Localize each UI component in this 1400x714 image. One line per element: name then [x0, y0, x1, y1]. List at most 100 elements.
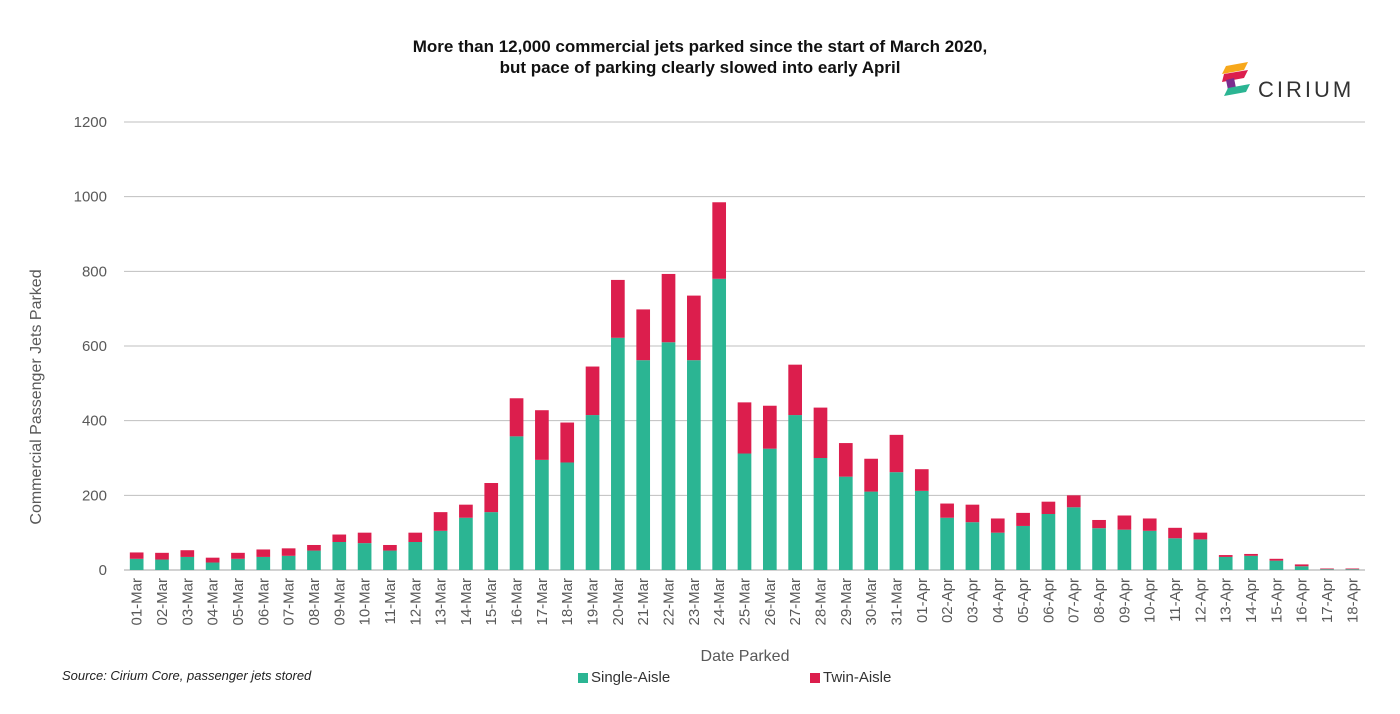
x-tick-label: 03-Mar	[179, 578, 196, 626]
y-tick-label: 600	[82, 338, 107, 355]
bar-twin-aisle	[889, 434, 904, 473]
y-axis-label: Commercial Passenger Jets Parked	[28, 269, 45, 524]
bar-twin-aisle	[1345, 568, 1360, 570]
x-tick-label: 10-Mar	[357, 578, 374, 626]
bar-twin-aisle	[1168, 527, 1182, 539]
bar-single-aisle	[433, 530, 448, 570]
bar-single-aisle	[560, 462, 575, 570]
bar-twin-aisle	[914, 469, 929, 491]
bar-twin-aisle	[990, 518, 1005, 533]
bar-twin-aisle	[307, 544, 321, 551]
x-axis-label: Date Parked	[701, 648, 790, 665]
bar-twin-aisle	[1193, 532, 1208, 540]
x-tick-label: 07-Apr	[1066, 578, 1083, 623]
bar-single-aisle	[788, 415, 802, 570]
x-tick-label: 02-Mar	[154, 578, 171, 626]
bar-twin-aisle	[1142, 518, 1157, 531]
bar-single-aisle	[1092, 528, 1106, 570]
bar-twin-aisle	[129, 552, 144, 559]
bar-single-aisle	[990, 532, 1005, 570]
y-tick-label: 200	[82, 487, 107, 504]
bar-twin-aisle	[1320, 568, 1334, 570]
x-tick-label: 27-Mar	[787, 578, 804, 626]
legend-label-single-aisle: Single-Aisle	[591, 669, 671, 686]
bar-single-aisle	[408, 542, 423, 570]
bar-single-aisle	[864, 491, 878, 570]
x-tick-label: 01-Apr	[914, 578, 931, 623]
bar-twin-aisle	[155, 552, 169, 560]
bar-twin-aisle	[1269, 558, 1284, 561]
legend-item-single-aisle: Single-Aisle	[578, 669, 670, 686]
bar-single-aisle	[1218, 556, 1233, 570]
bar-single-aisle	[1142, 530, 1157, 570]
legend-swatch-single-aisle	[578, 672, 588, 683]
bar-twin-aisle	[256, 549, 271, 557]
x-tick-label: 11-Apr	[1167, 578, 1184, 622]
y-tick-label: 400	[82, 413, 107, 430]
bar-single-aisle	[281, 555, 296, 570]
x-tick-label: 09-Mar	[331, 578, 348, 626]
bar-twin-aisle	[408, 532, 423, 542]
bar-single-aisle	[357, 543, 372, 570]
cirium-logo: CIRIUM	[1222, 62, 1367, 106]
cirium-logo-icon	[1222, 62, 1250, 96]
x-tick-label: 08-Apr	[1091, 578, 1108, 623]
bar-twin-aisle	[459, 504, 473, 518]
bar-single-aisle	[307, 550, 321, 570]
x-tick-label: 25-Mar	[737, 578, 754, 626]
x-tick-label: 24-Mar	[711, 578, 728, 626]
bar-single-aisle	[762, 448, 777, 570]
bar-twin-aisle	[737, 402, 752, 454]
bar-single-aisle	[205, 562, 220, 570]
bar-single-aisle	[737, 453, 752, 570]
bar-single-aisle	[535, 459, 549, 570]
bar-single-aisle	[712, 278, 727, 570]
bar-single-aisle	[1294, 566, 1309, 570]
chart-title-line-1: More than 12,000 commercial jets parked …	[412, 37, 988, 56]
bar-twin-aisle	[712, 202, 727, 279]
bar-twin-aisle	[560, 422, 575, 463]
x-tick-label: 13-Mar	[433, 578, 450, 626]
bar-single-aisle	[1016, 525, 1030, 570]
bar-twin-aisle	[484, 483, 499, 513]
x-tick-label: 13-Apr	[1218, 578, 1235, 623]
y-tick-label: 0	[99, 562, 107, 579]
bar-twin-aisle	[636, 309, 651, 361]
x-tick-label: 17-Mar	[534, 578, 551, 626]
x-tick-label: 04-Apr	[990, 578, 1007, 623]
bar-twin-aisle	[281, 548, 296, 556]
bar-twin-aisle	[1244, 553, 1258, 556]
chart-title-line-2: but pace of parking clearly slowed into …	[499, 58, 901, 77]
x-tick-label: 03-Apr	[964, 578, 981, 623]
legend: Single-Aisle Twin-Aisle	[0, 669, 1400, 689]
bar-twin-aisle	[1041, 501, 1056, 514]
x-tick-label: 05-Apr	[1015, 578, 1032, 623]
bar-twin-aisle	[1066, 495, 1081, 508]
x-tick-label: 15-Apr	[1268, 578, 1285, 623]
bars	[129, 202, 1360, 570]
bar-chart: 0 200 400 600 800 1000 1200 01-Mar 02-Mar 03-Mar…	[28, 114, 1365, 665]
bar-twin-aisle	[940, 503, 954, 518]
bar-single-aisle	[1320, 569, 1334, 570]
bar-single-aisle	[383, 550, 397, 570]
x-tick-label: 06-Apr	[1040, 578, 1057, 623]
bar-single-aisle	[585, 415, 600, 570]
x-tick-label: 14-Apr	[1243, 578, 1260, 623]
bar-twin-aisle	[813, 407, 828, 458]
bar-single-aisle	[484, 512, 499, 570]
bar-twin-aisle	[180, 550, 195, 557]
x-tick-label: 28-Mar	[812, 578, 829, 626]
bar-twin-aisle	[231, 552, 245, 559]
bar-twin-aisle	[1092, 519, 1106, 529]
bar-single-aisle	[256, 556, 271, 570]
x-tick-label: 22-Mar	[661, 578, 678, 626]
bar-twin-aisle	[535, 410, 549, 460]
legend-swatch-twin-aisle	[810, 672, 820, 683]
x-tick-label: 14-Mar	[458, 578, 475, 626]
bar-single-aisle	[838, 476, 853, 570]
bar-single-aisle	[231, 558, 245, 570]
bar-twin-aisle	[788, 364, 802, 416]
y-tick-label: 800	[82, 263, 107, 280]
x-tick-label: 04-Mar	[205, 578, 222, 626]
bar-single-aisle	[611, 337, 625, 570]
